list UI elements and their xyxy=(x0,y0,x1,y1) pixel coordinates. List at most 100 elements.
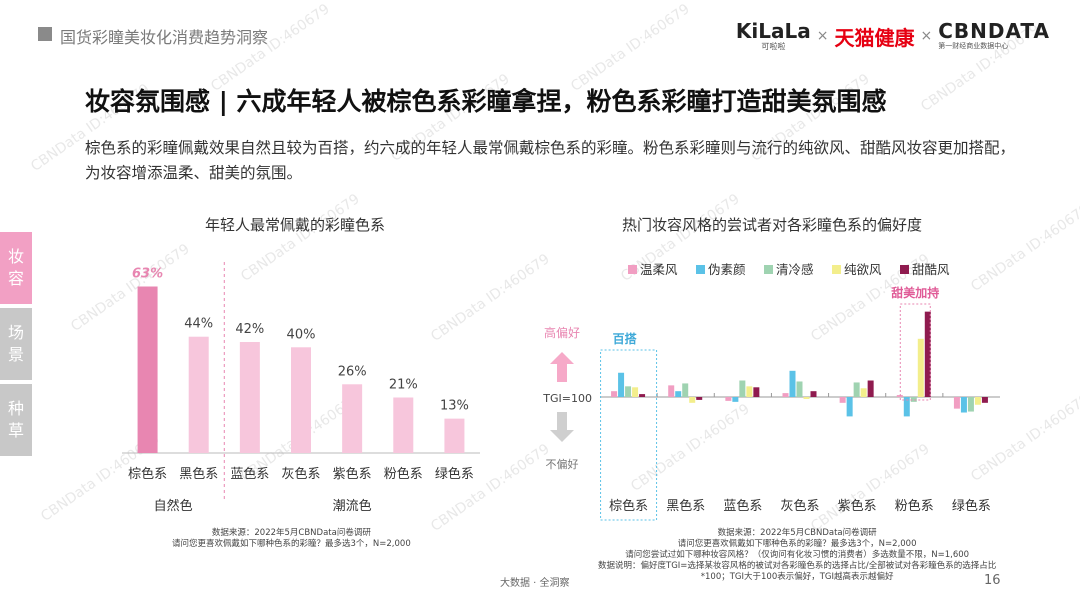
bar xyxy=(782,393,789,397)
bar xyxy=(393,397,414,453)
x-tick-label: 灰色系 xyxy=(281,466,320,482)
bar xyxy=(639,394,646,397)
partner-logos: KiLaLa 可啦啦 × 天猫健康 × CBNDATA 第一财经商业数据中心 xyxy=(736,20,1050,52)
baseline-label: TGI=100 xyxy=(542,392,592,405)
page-description: 棕色系的彩瞳佩戴效果自然且较为百搭，约六成的年轻人最常佩戴棕色系的彩瞳。粉色系彩… xyxy=(85,139,1016,182)
cbndata-logo-text: CBNDATA xyxy=(938,19,1050,43)
right-chart-title: 热门妆容风格的尝试者对各彩瞳色系的偏好度 xyxy=(622,216,923,234)
bar xyxy=(789,370,796,397)
x-tick-label: 蓝色系 xyxy=(230,466,269,482)
page-number: 16 xyxy=(984,573,1001,588)
right-chart-source: 数据来源：2022年5月CBNData问卷调研 请问您更喜欢佩戴如下哪种色系的彩… xyxy=(598,528,996,583)
bar xyxy=(675,391,682,397)
bar xyxy=(239,342,260,453)
bar xyxy=(746,386,753,397)
bar xyxy=(732,397,739,402)
bar xyxy=(342,384,363,453)
bar xyxy=(444,418,465,453)
kilala-logo-text: KiLaLa xyxy=(735,18,811,43)
legend-label: 温柔风 xyxy=(640,262,678,277)
group-label: 自然色 xyxy=(154,498,193,514)
side-tab-makeup[interactable]: 妆 容 xyxy=(0,232,32,304)
bar xyxy=(188,336,209,453)
bar xyxy=(739,380,746,397)
section-title: 国货彩瞳美妆化消费趋势洞察 xyxy=(60,28,269,47)
data-label: 21% xyxy=(389,378,418,393)
bar xyxy=(981,397,988,403)
bar xyxy=(632,387,639,397)
bar xyxy=(137,286,158,453)
logo-separator: × xyxy=(920,28,933,44)
bar xyxy=(291,347,311,453)
bar xyxy=(853,382,860,397)
bar xyxy=(896,395,903,397)
annotation-box xyxy=(899,303,931,401)
bar xyxy=(953,397,960,409)
bar xyxy=(725,397,732,401)
arrow-down-icon xyxy=(550,412,574,442)
left-chart-title: 年轻人最常佩戴的彩瞳色系 xyxy=(205,216,386,234)
x-tick-label: 绿色系 xyxy=(952,498,991,514)
kilala-logo: KiLaLa 可啦啦 xyxy=(736,21,811,52)
data-label: 13% xyxy=(440,399,469,414)
x-tick-label: 粉色系 xyxy=(384,466,423,482)
bar xyxy=(618,372,625,397)
logo-separator: × xyxy=(816,28,829,44)
data-label: 44% xyxy=(184,317,213,332)
legend-label: 甜酷风 xyxy=(912,262,950,277)
bar xyxy=(846,397,853,417)
x-tick-label: 棕色系 xyxy=(128,466,167,482)
bar xyxy=(924,311,931,397)
x-tick-label: 灰色系 xyxy=(780,498,819,514)
bar xyxy=(689,397,696,403)
x-tick-label: 蓝色系 xyxy=(723,498,762,514)
side-tab-scene[interactable]: 场 景 xyxy=(0,308,32,380)
axis-high-label: 高偏好 xyxy=(544,325,580,340)
bar xyxy=(917,338,924,397)
legend-label: 清冷感 xyxy=(776,262,814,277)
legend-label: 伪素颜 xyxy=(708,262,746,277)
bar xyxy=(810,391,817,397)
data-label: 63% xyxy=(132,267,163,282)
bar xyxy=(625,386,632,397)
footer-brand: 大数据 · 全洞察 xyxy=(500,578,570,589)
top-bar: 国货彩瞳美妆化消费趋势洞察 KiLaLa 可啦啦 × 天猫健康 × CBNDAT… xyxy=(0,0,1080,60)
x-tick-label: 紫色系 xyxy=(838,498,877,514)
legend-swatch xyxy=(900,265,909,274)
arrow-up-icon xyxy=(550,352,574,382)
x-tick-label: 紫色系 xyxy=(333,466,372,482)
legend-swatch xyxy=(628,265,637,274)
x-tick-label: 棕色系 xyxy=(609,498,648,514)
group-label: 潮流色 xyxy=(333,498,372,514)
page-headline: 妆容氛围感 | 六成年轻人被棕色系彩瞳拿捏，粉色系彩瞳打造甜美氛围感 xyxy=(85,87,887,116)
source-line: 数据来源：2022年5月CBNData问卷调研 xyxy=(717,528,877,538)
bar xyxy=(753,387,760,397)
bar xyxy=(974,397,981,405)
bar xyxy=(668,385,675,397)
side-tab-label: 场 景 xyxy=(7,323,24,364)
bar xyxy=(910,397,917,402)
legend-swatch xyxy=(696,265,705,274)
x-tick-label: 黑色系 xyxy=(179,466,218,482)
bar xyxy=(903,397,910,417)
source-line: 请问您更喜欢佩戴如下哪种色系的彩瞳？最多选3个，N=2,000 xyxy=(677,539,917,549)
side-tab-label: 妆 容 xyxy=(7,247,24,288)
legend-label: 纯欲风 xyxy=(844,262,882,277)
bar xyxy=(967,397,974,412)
source-line: 请问您更喜欢佩戴如下哪种色系的彩瞳？最多选3个，N=2,000 xyxy=(172,539,411,549)
x-tick-label: 粉色系 xyxy=(895,498,934,514)
annotation-box xyxy=(600,349,658,521)
bar xyxy=(839,397,846,403)
section-marker-icon xyxy=(38,27,52,41)
source-line: 数据来源：2022年5月CBNData问卷调研 xyxy=(211,528,371,538)
cbndata-logo: CBNDATA 第一财经商业数据中心 xyxy=(938,21,1050,51)
axis-low-label: 不偏好 xyxy=(546,457,579,471)
annotation-label: 百搭 xyxy=(613,331,638,346)
source-line: 数据说明：偏好度TGI=选择某妆容风格的被试对各彩瞳色系的选择占比/全部被试对各… xyxy=(598,561,997,571)
bar xyxy=(860,388,867,397)
left-chart-source: 数据来源：2022年5月CBNData问卷调研 请问您更喜欢佩戴如下哪种色系的彩… xyxy=(172,528,411,550)
side-tab-seeding[interactable]: 种 草 xyxy=(0,384,32,456)
legend-swatch xyxy=(764,265,773,274)
source-line: *100；TGI大于100表示偏好，TGI越高表示越偏好 xyxy=(700,572,894,582)
